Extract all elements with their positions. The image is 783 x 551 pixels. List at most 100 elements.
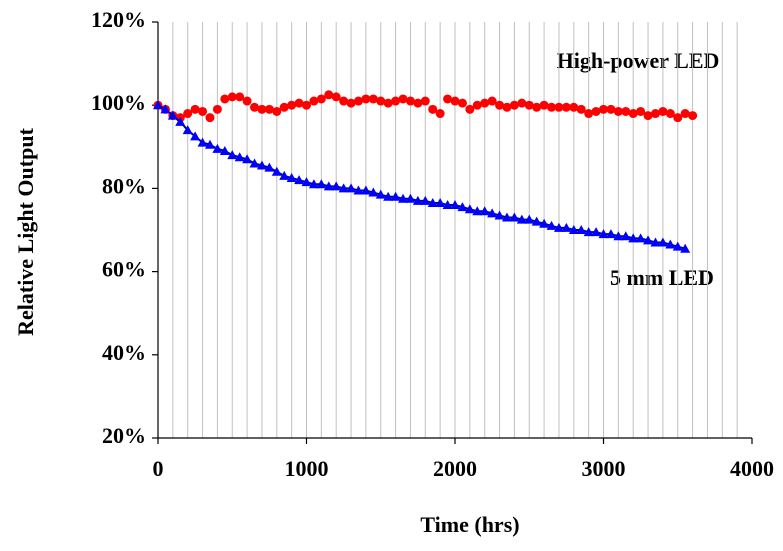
point — [547, 102, 557, 112]
point — [435, 197, 446, 207]
point — [428, 104, 438, 114]
point — [286, 173, 297, 182]
point — [279, 170, 290, 180]
point — [628, 109, 638, 119]
point — [183, 109, 193, 119]
point — [368, 94, 378, 104]
point — [405, 96, 415, 106]
point — [227, 92, 237, 102]
point — [553, 222, 564, 232]
point — [457, 202, 468, 212]
point — [391, 96, 401, 106]
point — [398, 94, 408, 104]
point — [502, 102, 512, 112]
point — [412, 195, 423, 205]
point — [360, 185, 371, 195]
point — [517, 98, 527, 108]
point — [235, 92, 245, 102]
x-tick-label: 0 — [153, 456, 164, 481]
point — [442, 200, 453, 210]
point — [532, 102, 542, 112]
point — [591, 106, 601, 116]
point — [383, 98, 393, 108]
point — [198, 106, 208, 116]
point — [309, 96, 319, 106]
point — [584, 109, 594, 119]
point — [331, 181, 342, 191]
point — [257, 104, 267, 114]
x-tick-label: 3000 — [582, 456, 626, 481]
point — [635, 233, 646, 243]
point — [457, 98, 467, 108]
point — [494, 210, 505, 220]
y-tick-label: 60% — [102, 257, 146, 282]
point — [524, 100, 534, 110]
point — [487, 208, 498, 218]
point — [353, 96, 363, 106]
point — [197, 137, 208, 147]
y-tick-label: 40% — [102, 340, 146, 365]
point — [190, 104, 200, 114]
point — [323, 181, 334, 191]
point — [167, 110, 178, 120]
point — [509, 100, 519, 110]
point — [294, 98, 304, 108]
point — [264, 104, 274, 114]
series-annotation: High-power LED — [557, 48, 720, 73]
trend-line — [157, 104, 686, 250]
point — [688, 111, 698, 121]
point — [443, 94, 453, 104]
point — [294, 175, 305, 185]
point — [613, 231, 624, 241]
point — [272, 106, 282, 116]
point — [657, 237, 668, 247]
point — [673, 113, 683, 123]
point — [182, 125, 193, 135]
y-tick-label: 120% — [91, 7, 146, 32]
point — [680, 109, 690, 119]
point — [219, 145, 230, 155]
point — [561, 102, 571, 112]
point — [472, 206, 483, 216]
series-annotation: 5 mm LED — [610, 265, 714, 290]
point — [375, 189, 386, 199]
y-tick-label: 100% — [91, 90, 146, 115]
point — [546, 220, 557, 230]
x-tick-label: 1000 — [285, 456, 329, 481]
point — [346, 98, 356, 108]
point — [643, 235, 654, 245]
point — [271, 166, 282, 176]
point — [212, 143, 223, 153]
point — [398, 193, 409, 203]
x-tick-label: 4000 — [730, 456, 774, 481]
point — [599, 104, 608, 114]
point — [576, 104, 586, 114]
point — [650, 237, 661, 247]
point — [509, 212, 520, 222]
y-tick-label: 20% — [102, 423, 146, 448]
point — [212, 104, 222, 114]
point — [160, 104, 171, 114]
point — [413, 98, 423, 108]
point — [539, 218, 550, 228]
point — [450, 200, 460, 210]
point — [420, 96, 430, 106]
point — [264, 162, 275, 172]
point — [561, 222, 572, 232]
point — [539, 100, 549, 110]
point — [153, 100, 163, 110]
point — [569, 102, 579, 112]
point — [598, 229, 609, 239]
point — [368, 187, 379, 197]
point — [487, 96, 497, 106]
point — [583, 227, 594, 237]
point — [605, 229, 616, 239]
point — [249, 158, 260, 168]
point — [353, 185, 364, 195]
point — [390, 191, 401, 201]
point — [435, 109, 445, 119]
point — [658, 106, 668, 116]
y-axis-label: Relative Light Output — [13, 127, 38, 335]
point — [465, 104, 475, 114]
